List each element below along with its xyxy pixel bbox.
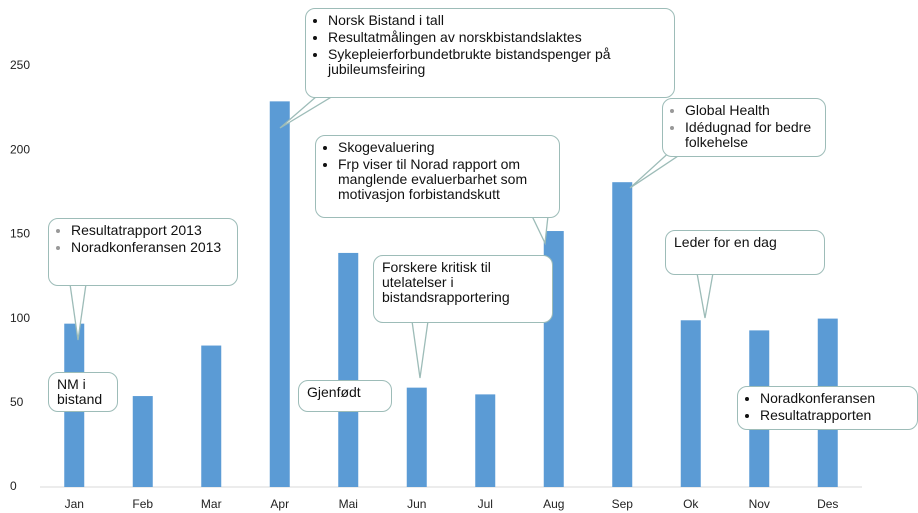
callout-text: Gjenfødt bbox=[307, 384, 361, 400]
callout: NM i bistand bbox=[48, 372, 118, 412]
y-tick-label: 200 bbox=[10, 142, 30, 156]
callout-item: Norsk Bistand i tall bbox=[328, 13, 666, 28]
bar bbox=[269, 101, 290, 487]
x-tick-label: Des bbox=[817, 497, 838, 511]
x-tick-label: Mai bbox=[339, 497, 358, 511]
x-tick-label: Jul bbox=[478, 497, 493, 511]
callout: Noradkonferansen Resultatrapporten bbox=[737, 386, 918, 430]
x-tick-label: Aug bbox=[543, 497, 564, 511]
bar bbox=[475, 394, 496, 487]
callout: Forskere kritisk til utelatelser i bista… bbox=[373, 255, 553, 323]
callout-item: Resultatmålingen av norskbistandslaktes bbox=[328, 30, 666, 45]
callout: Resultatrapport 2013 Noradkonferansen 201… bbox=[48, 218, 238, 286]
callout-list: Skogevaluering Frp viser til Norad rappor… bbox=[324, 140, 551, 202]
callout-list: Resultatrapport 2013 Noradkonferansen 201… bbox=[57, 223, 229, 255]
callout: Norsk Bistand i tall Resultatmålingen av … bbox=[305, 8, 675, 98]
callout-list: Global Health Idédugnad for bedre folkehe… bbox=[671, 103, 817, 150]
y-tick-label: 100 bbox=[10, 311, 30, 325]
x-tick-label: Sep bbox=[612, 497, 634, 511]
callout-item: Resultatrapporten bbox=[760, 408, 909, 423]
x-tick-label: Mar bbox=[201, 497, 222, 511]
bar bbox=[201, 345, 222, 487]
callout-list: Noradkonferansen Resultatrapporten bbox=[746, 391, 909, 423]
bar bbox=[680, 320, 701, 487]
callout: Skogevaluering Frp viser til Norad rappor… bbox=[315, 135, 560, 218]
bar bbox=[612, 182, 633, 488]
callout: Leder for en dag bbox=[665, 230, 825, 275]
x-tick-label: Jan bbox=[65, 497, 84, 511]
callout-text: NM i bistand bbox=[57, 376, 103, 407]
x-tick-label: Jun bbox=[407, 497, 426, 511]
x-tick-label: Feb bbox=[132, 497, 153, 511]
callout-item: Idédugnad for bedre folkehelse bbox=[685, 120, 817, 150]
callout-item: Global Health bbox=[685, 103, 817, 118]
y-tick-label: 250 bbox=[10, 58, 30, 72]
y-tick-label: 50 bbox=[10, 395, 24, 409]
callout-item: Frp viser til Norad rapport om manglende… bbox=[338, 157, 551, 202]
callout-tail bbox=[411, 320, 429, 379]
callout-text: Leder for en dag bbox=[674, 234, 777, 250]
callout-item: Sykepleierforbundetbrukte bistandspenger… bbox=[328, 47, 666, 77]
x-tick-label: Apr bbox=[270, 497, 289, 511]
bar bbox=[406, 387, 427, 487]
callout-tail bbox=[530, 215, 549, 246]
callout-tail bbox=[696, 272, 714, 319]
callout-list: Norsk Bistand i tall Resultatmålingen av … bbox=[314, 13, 666, 77]
bar bbox=[338, 252, 359, 487]
y-tick-label: 150 bbox=[10, 227, 30, 241]
callout: Gjenfødt bbox=[298, 380, 392, 412]
x-tick-label: Ok bbox=[683, 497, 699, 511]
callout: Global Health Idédugnad for bedre folkehe… bbox=[662, 98, 826, 157]
y-tick-label: 0 bbox=[10, 479, 17, 493]
callout-item: Noradkonferansen bbox=[760, 391, 909, 406]
bar bbox=[132, 396, 153, 487]
callout-item: Noradkonferansen 2013 bbox=[71, 240, 229, 255]
callout-item: Skogevaluering bbox=[338, 140, 551, 155]
x-tick-label: Nov bbox=[749, 497, 770, 511]
callout-text: Forskere kritisk til utelatelser i bista… bbox=[382, 259, 510, 305]
callout-item: Resultatrapport 2013 bbox=[71, 223, 229, 238]
